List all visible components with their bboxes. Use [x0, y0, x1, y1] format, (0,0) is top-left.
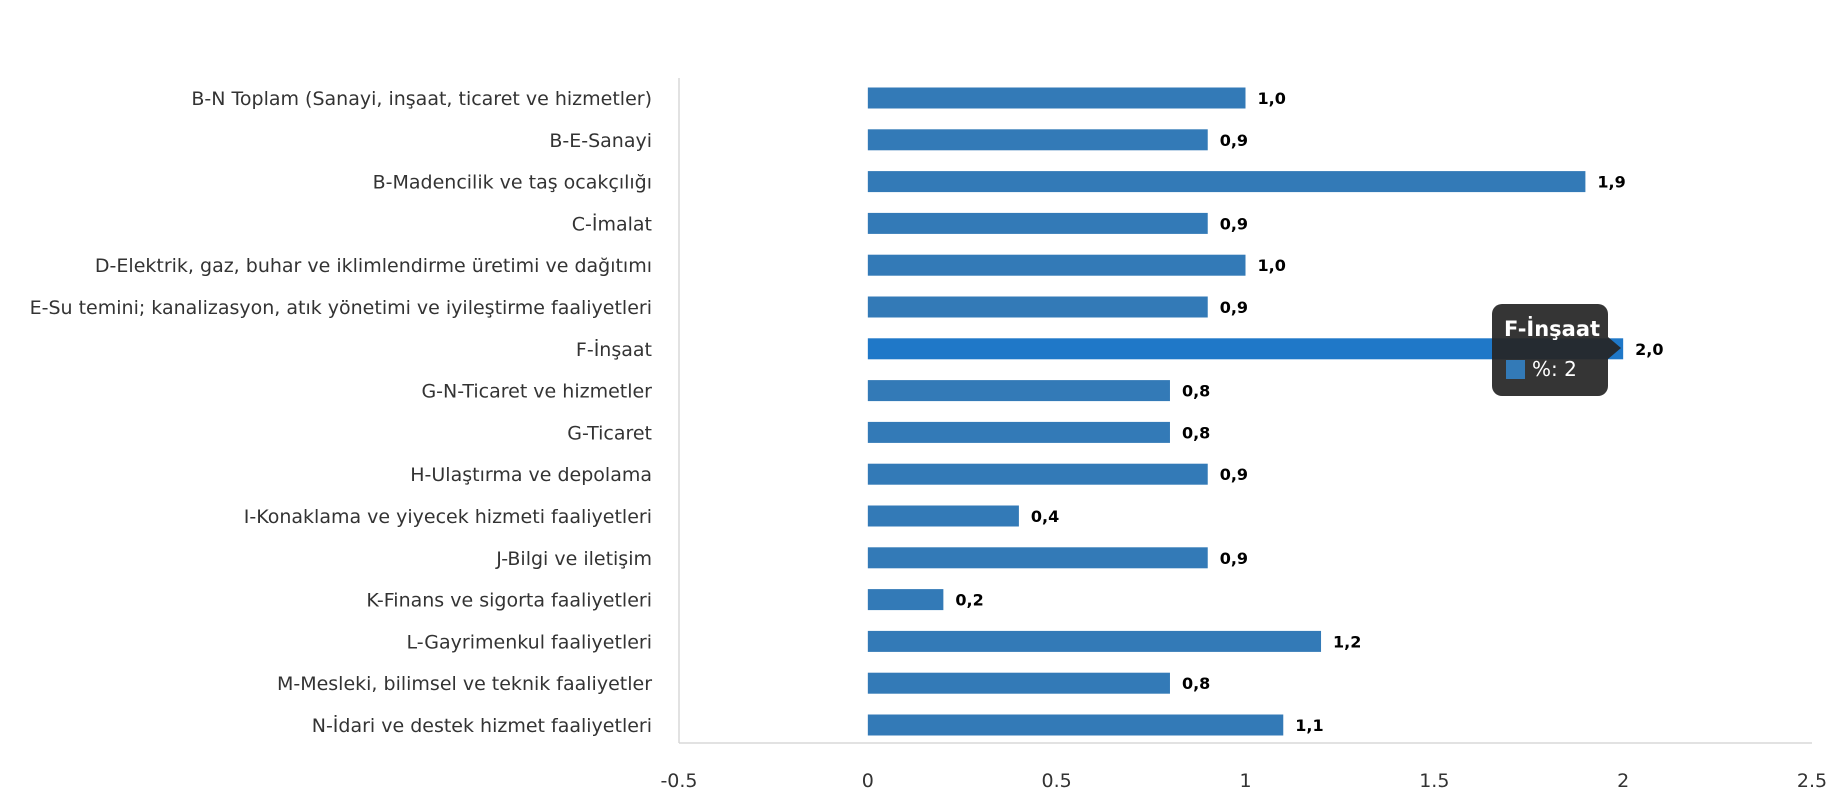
category-labels-group: B-N Toplam (Sanayi, inşaat, ticaret ve h…	[30, 88, 653, 737]
data-label: 0,9	[1220, 549, 1248, 568]
bar[interactable]	[867, 547, 1208, 569]
x-tick-label: 1.5	[1419, 770, 1449, 792]
tooltip-title: F-İnşaat	[1504, 316, 1600, 341]
data-label: 1,0	[1258, 89, 1286, 108]
category-label: G-Ticaret	[567, 422, 652, 444]
data-label: 0,8	[1182, 382, 1210, 401]
bars-group	[867, 87, 1624, 736]
data-label: 1,1	[1295, 716, 1323, 735]
category-label: B-N Toplam (Sanayi, inşaat, ticaret ve h…	[191, 88, 652, 110]
x-tick-label: 0	[862, 770, 874, 792]
x-tick-label: 2.5	[1797, 770, 1827, 792]
category-label: E-Su temini; kanalizasyon, atık yönetimi…	[30, 297, 652, 319]
bar[interactable]	[867, 171, 1586, 193]
category-label: I-Konaklama ve yiyecek hizmeti faaliyetl…	[244, 506, 652, 528]
bar[interactable]	[867, 129, 1208, 151]
tooltip-value: %: 2	[1532, 357, 1577, 381]
x-tick-label: 2	[1617, 770, 1629, 792]
category-label: J-Bilgi ve iletişim	[495, 548, 652, 570]
data-label: 1,2	[1333, 632, 1361, 651]
bar[interactable]	[867, 380, 1170, 402]
bar[interactable]	[867, 421, 1170, 443]
bar[interactable]	[867, 505, 1019, 527]
bar[interactable]	[867, 714, 1284, 736]
tooltip-pointer	[1608, 337, 1621, 359]
bar[interactable]	[867, 254, 1246, 276]
bar[interactable]	[867, 630, 1322, 652]
data-label: 0,2	[955, 591, 983, 610]
x-tick-label: -0.5	[660, 770, 697, 792]
bar[interactable]	[867, 338, 1624, 360]
category-label: F-İnşaat	[576, 338, 652, 361]
data-label: 0,9	[1220, 214, 1248, 233]
x-tick-label: 1	[1239, 770, 1251, 792]
category-label: K-Finans ve sigorta faaliyetleri	[366, 590, 652, 612]
data-labels-group: 1,0 0,9 1,9 0,9 1,0 0,9 2,0 0,8 0,8 0,9 0,4 0,9 0,2 1…	[955, 89, 1663, 735]
bar[interactable]	[867, 87, 1246, 109]
category-label: L-Gayrimenkul faaliyetleri	[407, 631, 653, 653]
category-label: B-E-Sanayi	[549, 130, 652, 152]
bar[interactable]	[867, 672, 1170, 694]
bar[interactable]	[867, 463, 1208, 485]
bar[interactable]	[867, 296, 1208, 318]
x-tick-label: 0.5	[1042, 770, 1072, 792]
data-label: 0,9	[1220, 465, 1248, 484]
category-label: B-Madencilik ve taş ocakçılığı	[373, 172, 652, 194]
data-label: 0,8	[1182, 423, 1210, 442]
category-label: C-İmalat	[572, 212, 652, 235]
data-label: 1,9	[1597, 173, 1625, 192]
data-label: 2,0	[1635, 340, 1663, 359]
data-label: 0,8	[1182, 674, 1210, 693]
data-label: 0,4	[1031, 507, 1059, 526]
bar[interactable]	[867, 589, 944, 611]
category-label: N-İdari ve destek hizmet faaliyetleri	[312, 714, 652, 737]
bar[interactable]	[867, 212, 1208, 234]
x-ticks-group: -0.5 0 0.5 1 1.5 2 2.5	[660, 770, 1827, 792]
tooltip: F-İnşaat %: 2	[1492, 304, 1621, 396]
category-label: H-Ulaştırma ve depolama	[410, 464, 652, 486]
data-label: 0,9	[1220, 131, 1248, 150]
category-label: D-Elektrik, gaz, buhar ve iklimlendirme …	[95, 255, 652, 277]
tooltip-swatch	[1506, 360, 1525, 379]
data-label: 0,9	[1220, 298, 1248, 317]
category-label: M-Mesleki, bilimsel ve teknik faaliyetle…	[277, 673, 652, 695]
data-label: 1,0	[1258, 256, 1286, 275]
category-label: G-N-Ticaret ve hizmetler	[421, 381, 652, 403]
